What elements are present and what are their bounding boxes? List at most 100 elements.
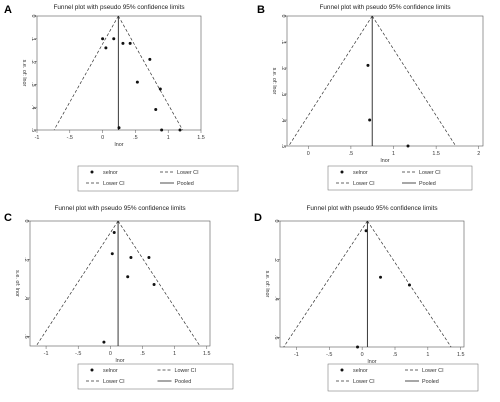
chart-title: Funnel plot with pseudo 95% confidence l… bbox=[306, 205, 437, 212]
legend-label: selnor bbox=[103, 368, 118, 374]
y-tick-label: .4 bbox=[30, 105, 36, 110]
y-tick-label: 0 bbox=[23, 220, 29, 223]
y-tick-label: 0 bbox=[30, 15, 36, 18]
legend-label: Pooled bbox=[177, 181, 194, 187]
data-point bbox=[112, 37, 116, 41]
x-tick-label: 1 bbox=[426, 352, 429, 358]
y-axis-label: s.e. of: lnor bbox=[264, 271, 270, 298]
data-point bbox=[152, 282, 156, 286]
legend-label: Lower CI bbox=[103, 181, 125, 187]
y-tick-label: .2 bbox=[280, 66, 286, 71]
legend-marker-selnor bbox=[340, 170, 344, 174]
data-point bbox=[104, 46, 108, 50]
data-point bbox=[356, 345, 360, 349]
funnel-plot-b: B Funnel plot with pseudo 95% confidence … bbox=[257, 4, 484, 191]
plot-frame bbox=[29, 220, 211, 347]
upper-ci-line bbox=[118, 15, 183, 131]
panel-label: B bbox=[257, 4, 265, 16]
funnel-plot-a: A Funnel plot with pseudo 95% confidence … bbox=[4, 4, 239, 192]
legend-label: Lower CI bbox=[175, 368, 197, 374]
y-tick-label: .5 bbox=[280, 144, 286, 149]
lower-ci-line bbox=[288, 15, 373, 147]
y-axis-label: s.e. of: lnor bbox=[21, 60, 27, 87]
upper-ci-line bbox=[371, 15, 457, 147]
data-point bbox=[101, 37, 105, 41]
y-tick-label: .4 bbox=[23, 296, 29, 301]
lower-ci-line bbox=[53, 15, 119, 131]
panel-b: B Funnel plot with pseudo 95% confidence … bbox=[250, 0, 500, 201]
y-axis-label: s.e. of: lnor bbox=[14, 270, 20, 297]
data-point bbox=[158, 87, 162, 91]
plot-frame bbox=[36, 15, 202, 131]
data-point bbox=[102, 340, 106, 344]
x-tick-label: 1 bbox=[173, 351, 176, 357]
x-axis-label: lnor bbox=[368, 359, 377, 365]
data-point bbox=[110, 252, 114, 256]
data-point bbox=[126, 275, 130, 279]
panel-d: D Funnel plot with pseudo 95% confidence … bbox=[250, 201, 500, 402]
funnel-plot-d: D Funnel plot with pseudo 95% confidence … bbox=[254, 205, 479, 392]
legend-label: Lower CI bbox=[177, 170, 199, 176]
x-tick-label: .5 bbox=[133, 135, 138, 141]
y-axis-label: s.e. of: lnor bbox=[271, 68, 277, 95]
legend-marker-selnor bbox=[340, 368, 344, 372]
data-point bbox=[406, 144, 410, 148]
data-point bbox=[135, 80, 139, 84]
data-point bbox=[178, 128, 182, 132]
y-tick-label: .5 bbox=[30, 128, 36, 133]
data-point bbox=[129, 256, 133, 260]
y-tick-label: .3 bbox=[30, 82, 36, 87]
x-tick-label: .5 bbox=[349, 151, 354, 157]
panel-label: C bbox=[4, 212, 12, 224]
x-tick-label: -1 bbox=[294, 352, 299, 358]
panel-c: C Funnel plot with pseudo 95% confidence … bbox=[0, 201, 250, 402]
x-tick-label: .5 bbox=[393, 352, 398, 358]
x-tick-label: 0 bbox=[307, 151, 310, 157]
data-point bbox=[117, 126, 121, 130]
data-point bbox=[121, 41, 125, 45]
plot-frame bbox=[279, 220, 465, 348]
x-axis-label: lnor bbox=[381, 158, 390, 164]
legend-label: Lower CI bbox=[103, 379, 125, 385]
y-tick-label: .2 bbox=[23, 257, 29, 262]
y-tick-label: .4 bbox=[280, 118, 286, 123]
x-tick-label: -.5 bbox=[67, 135, 73, 141]
x-tick-label: -1 bbox=[44, 351, 49, 357]
legend-label: Pooled bbox=[175, 379, 192, 385]
x-tick-label: 0 bbox=[361, 352, 364, 358]
y-tick-label: .6 bbox=[273, 335, 279, 340]
legend-label: Lower CI bbox=[353, 181, 375, 187]
x-tick-label: -.5 bbox=[75, 351, 81, 357]
x-tick-label: 0 bbox=[109, 351, 112, 357]
y-tick-label: .2 bbox=[273, 258, 279, 263]
funnel-plot-c: C Funnel plot with pseudo 95% confidence … bbox=[4, 205, 234, 390]
chart-title: Funnel plot with pseudo 95% confidence l… bbox=[53, 4, 184, 11]
y-tick-label: .1 bbox=[280, 40, 286, 45]
x-axis-label: lnor bbox=[116, 358, 125, 364]
legend-marker-selnor bbox=[90, 170, 94, 174]
x-axis-label: lnor bbox=[115, 142, 124, 148]
legend-label: Pooled bbox=[419, 181, 436, 187]
x-tick-label: 2 bbox=[477, 151, 480, 157]
legend-label: selnor bbox=[353, 170, 368, 176]
y-tick-label: .6 bbox=[23, 334, 29, 339]
x-tick-label: 1.5 bbox=[197, 135, 205, 141]
x-tick-label: .5 bbox=[140, 351, 145, 357]
y-tick-label: 0 bbox=[280, 15, 286, 18]
x-tick-label: 0 bbox=[101, 135, 104, 141]
data-point bbox=[112, 231, 116, 235]
y-tick-label: .1 bbox=[30, 37, 36, 42]
legend-label: Lower CI bbox=[353, 379, 375, 385]
legend-box bbox=[77, 363, 234, 390]
x-tick-label: -.5 bbox=[326, 352, 332, 358]
legend-marker-selnor bbox=[90, 368, 94, 372]
data-point bbox=[160, 128, 164, 132]
legend-label: selnor bbox=[103, 170, 118, 176]
data-point bbox=[148, 57, 152, 61]
lower-ci-line bbox=[283, 220, 368, 348]
y-tick-label: .2 bbox=[30, 59, 36, 64]
plot-frame bbox=[286, 15, 484, 147]
legend-label: Lower CI bbox=[422, 368, 444, 374]
legend-box bbox=[327, 363, 479, 392]
chart-title: Funnel plot with pseudo 95% confidence l… bbox=[319, 4, 450, 11]
